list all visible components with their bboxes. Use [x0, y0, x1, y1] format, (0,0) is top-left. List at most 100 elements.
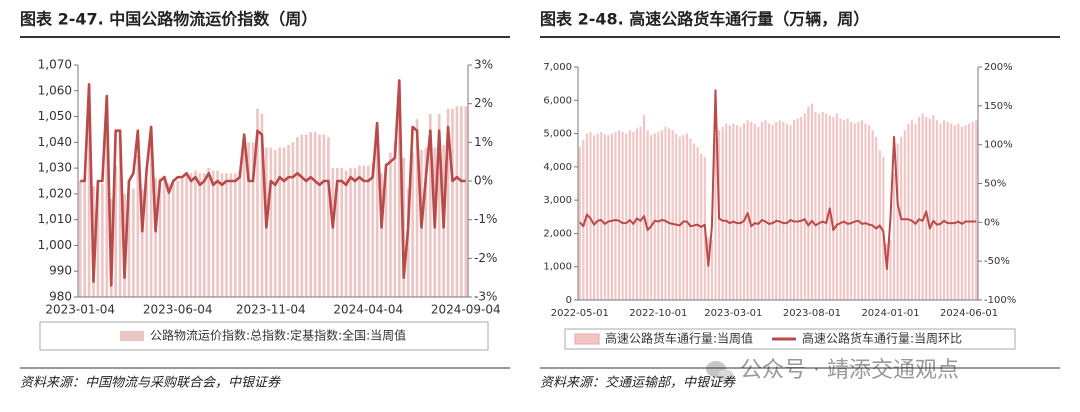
bar [415, 119, 419, 297]
x-tick-label: 2024-01-01 [861, 308, 919, 319]
line-series [80, 79, 466, 287]
bar [664, 126, 667, 301]
bar [234, 173, 237, 297]
bar [163, 175, 166, 297]
bar [406, 188, 410, 297]
bar [714, 136, 717, 300]
bar [764, 120, 767, 300]
bar [796, 118, 799, 300]
bar [185, 173, 188, 297]
y2-tick-label: 3% [474, 58, 493, 72]
bar [678, 136, 681, 300]
bar [397, 90, 401, 298]
bar [211, 170, 215, 297]
bar [903, 130, 906, 300]
legend-swatch [120, 331, 144, 341]
bar [935, 120, 938, 300]
y2-tick-label: 1% [474, 135, 493, 149]
x-tick-label: 2024-06-01 [940, 308, 998, 319]
bar [589, 131, 592, 300]
bar [607, 135, 610, 300]
bar [96, 186, 100, 297]
bar [939, 123, 942, 300]
bar [411, 152, 414, 297]
bar [753, 123, 756, 300]
bar [309, 132, 312, 297]
bar [207, 168, 211, 297]
y2-tick-label: 100% [984, 140, 1013, 151]
bar [105, 126, 109, 297]
y2-tick-label: 150% [984, 101, 1013, 112]
bar [689, 138, 692, 300]
bar [746, 120, 749, 300]
bar [953, 125, 956, 300]
bar [451, 108, 454, 297]
bar [318, 134, 321, 297]
bar [960, 126, 963, 301]
y-tick-label: 1,050 [38, 109, 72, 123]
bar [946, 121, 949, 301]
x-tick-label: 2023-01-04 [45, 303, 115, 317]
bar [721, 126, 724, 301]
bar [618, 130, 621, 300]
bar [793, 120, 796, 300]
legend-box [39, 321, 489, 351]
bar [653, 133, 656, 300]
bar [614, 131, 617, 300]
bar [671, 130, 674, 300]
y-tick-label: 6,000 [543, 95, 572, 106]
y2-tick-label: -2% [474, 251, 497, 265]
bar [957, 123, 960, 300]
bar [101, 183, 104, 297]
y-tick-label: 0 [566, 295, 572, 306]
bar [639, 126, 642, 301]
bar [632, 131, 635, 300]
y-tick-label: 1,020 [38, 186, 72, 200]
y2-tick-label: -1% [474, 212, 497, 226]
bar [282, 147, 286, 297]
x-tick-label: 2022-10-01 [629, 308, 687, 319]
y2-tick-label: 0% [474, 174, 493, 188]
y2-tick-label: 2% [474, 96, 493, 110]
watermark: 公众号 · 靖添交通观点 [740, 358, 959, 383]
bar [375, 142, 379, 297]
bar [322, 134, 326, 297]
bar [273, 150, 277, 297]
legend-swatch [574, 333, 600, 345]
bar [384, 162, 388, 297]
bar [220, 173, 224, 297]
bar [785, 123, 788, 300]
bar [928, 118, 931, 300]
bar [685, 133, 688, 300]
bar [114, 165, 117, 297]
bar [300, 134, 304, 297]
bar [313, 132, 317, 297]
bar [136, 155, 140, 297]
bar [810, 103, 813, 300]
bar [710, 240, 713, 300]
bar [635, 128, 638, 300]
bar [596, 133, 599, 300]
bar [389, 152, 392, 297]
bar [446, 108, 450, 297]
bar [464, 106, 468, 297]
bar [291, 142, 295, 297]
line-series [579, 89, 977, 270]
bar [950, 123, 953, 300]
y-tick-label: 3,000 [543, 195, 572, 206]
bar [335, 168, 339, 297]
bar [789, 125, 792, 300]
bar [437, 113, 441, 297]
bar [668, 128, 671, 300]
bar [353, 168, 357, 297]
bar [782, 121, 785, 301]
source-note: 资料来源：交通运输部，中银证券 [540, 375, 736, 391]
bar [660, 130, 663, 300]
bar [149, 144, 153, 297]
bar [127, 193, 131, 297]
bar [198, 173, 202, 297]
bar [771, 125, 774, 300]
bar [78, 181, 82, 297]
bar [975, 120, 978, 300]
